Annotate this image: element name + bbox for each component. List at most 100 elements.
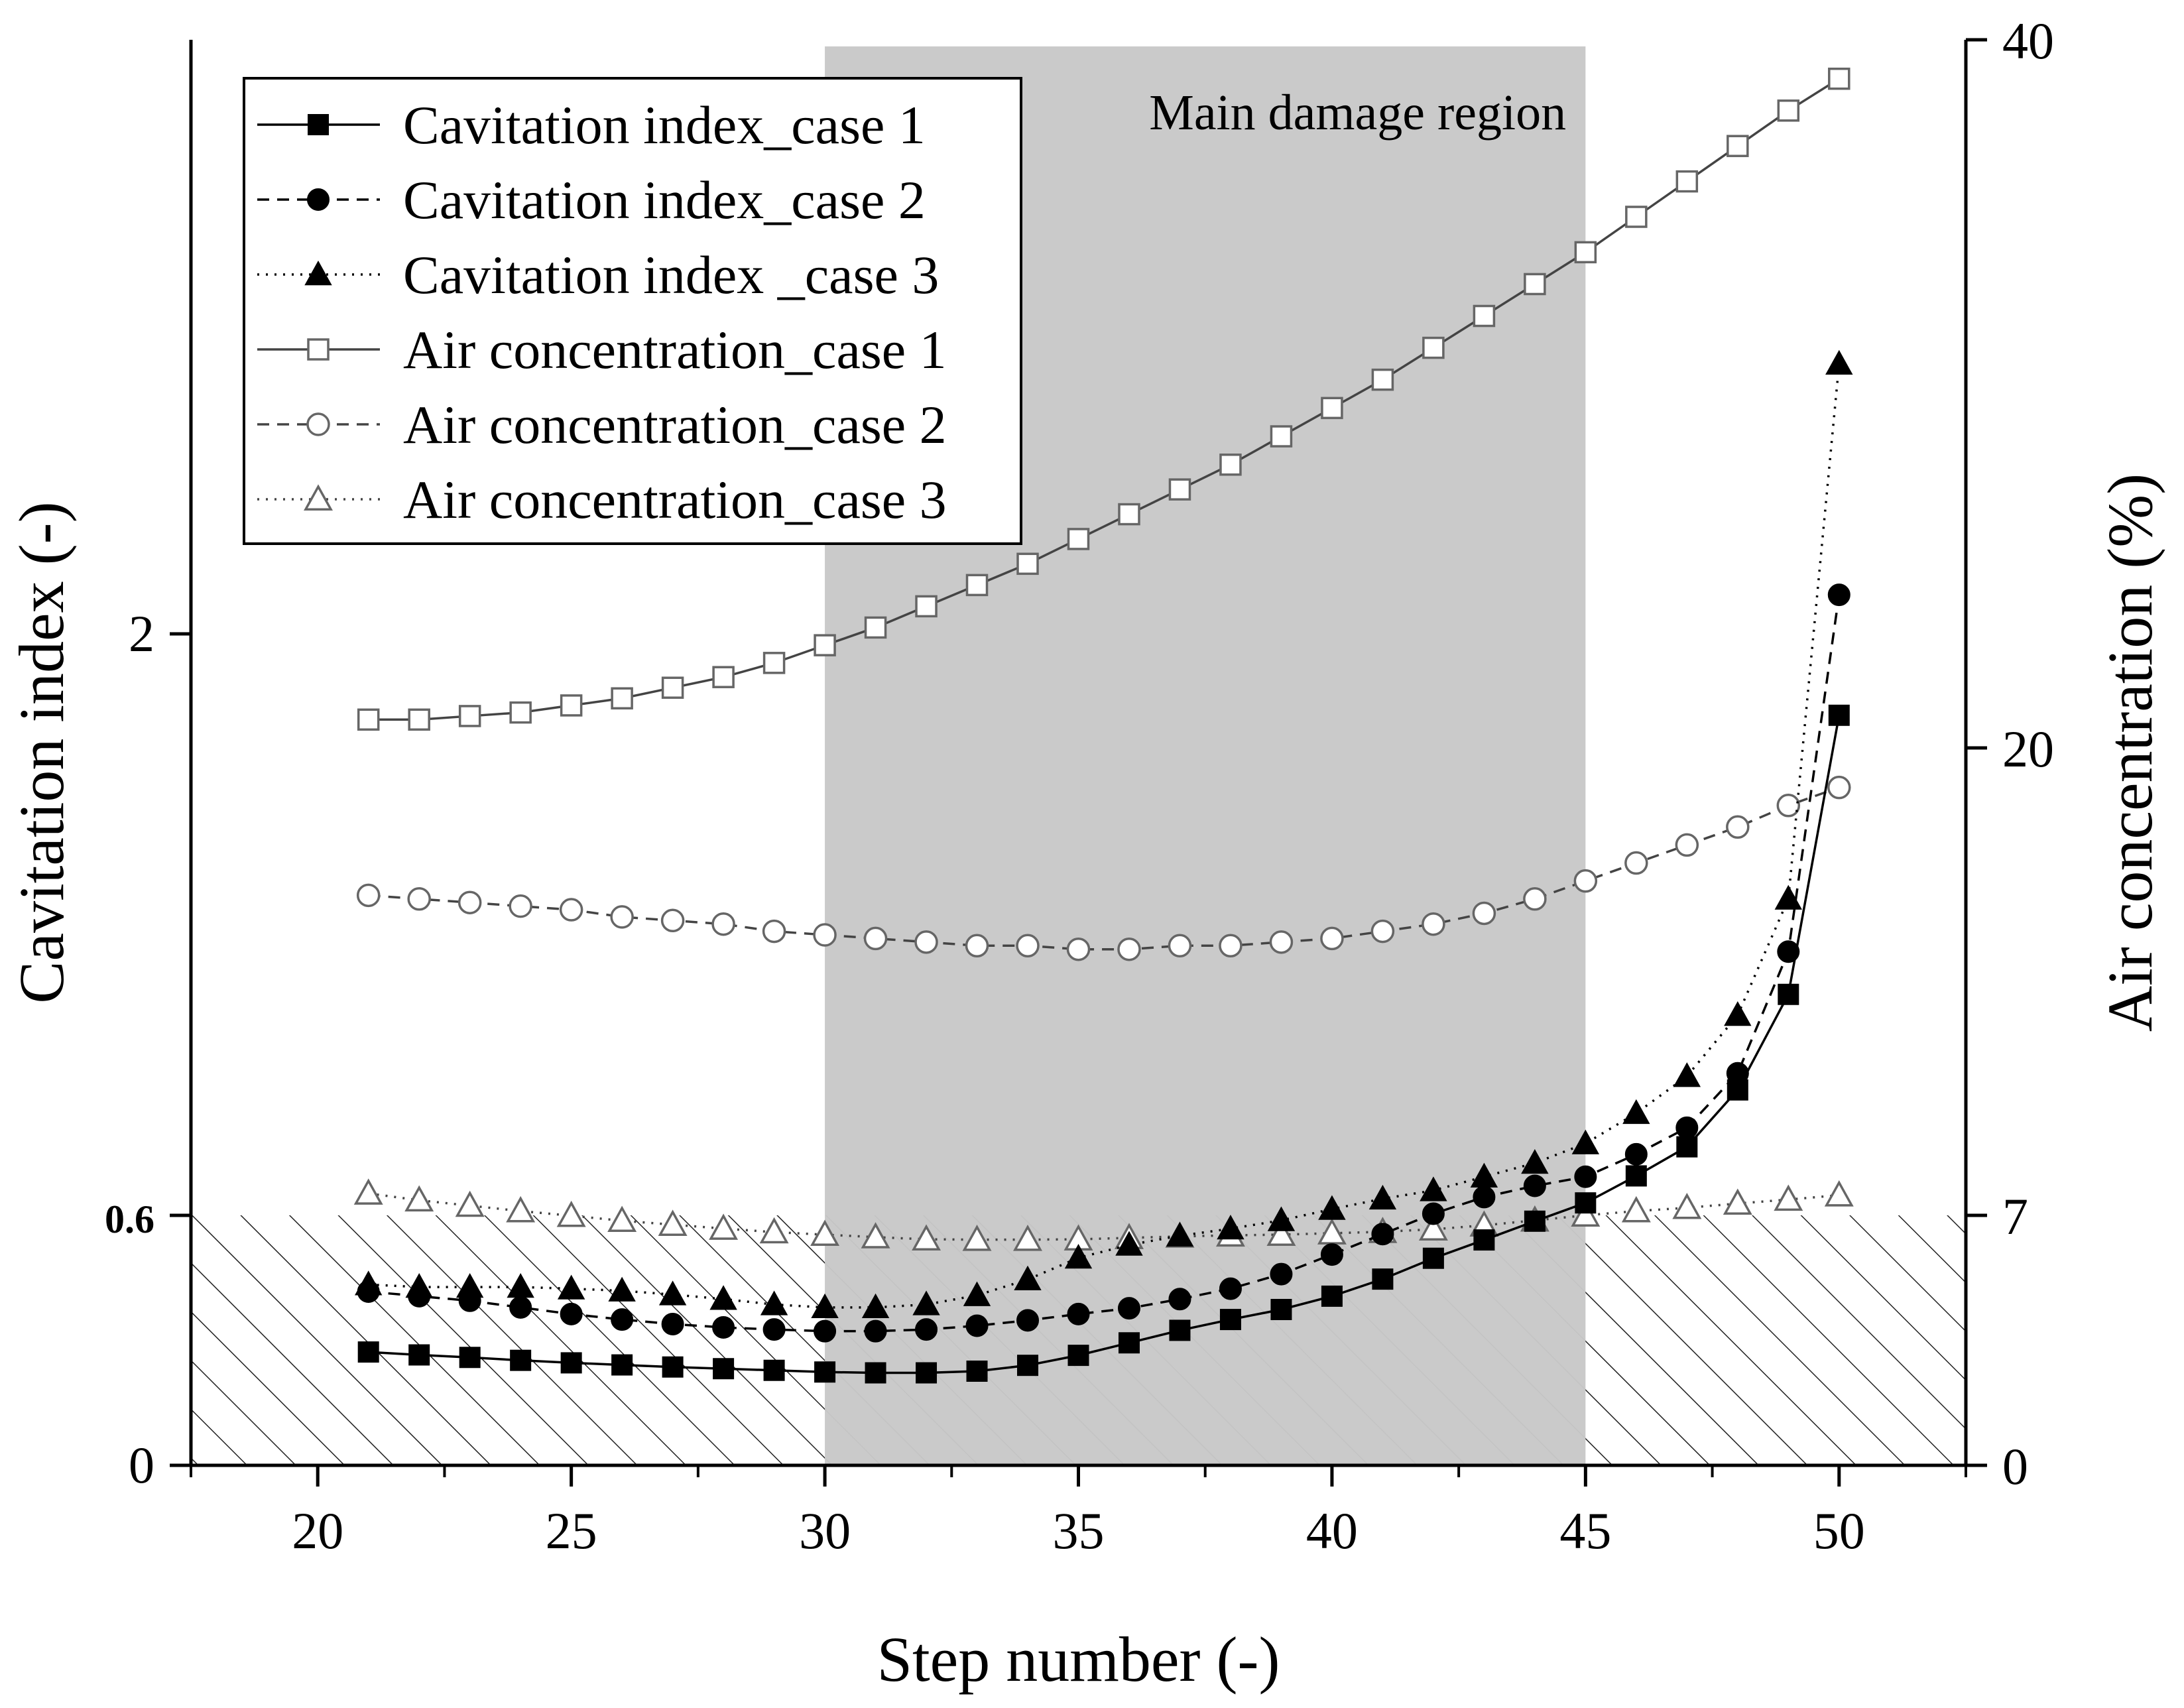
data-point <box>1371 1223 1394 1246</box>
left-y-tick-label: 2 <box>129 605 154 662</box>
data-point <box>509 701 532 724</box>
data-point <box>662 1356 684 1378</box>
data-point <box>1115 1231 1143 1256</box>
data-point <box>509 894 532 918</box>
data-point <box>1420 1176 1447 1201</box>
legend-entry-label: Cavitation index_case 2 <box>403 170 926 230</box>
series-layer <box>353 67 1854 1384</box>
data-point <box>962 1225 992 1251</box>
data-point <box>762 652 786 674</box>
right-y-axis-title: Air concentration (%) <box>2094 473 2165 1032</box>
data-point <box>1621 1195 1651 1223</box>
data-point <box>861 1222 890 1249</box>
data-point <box>611 1354 633 1376</box>
data-point <box>560 694 583 717</box>
data-point <box>965 934 989 958</box>
data-point <box>1321 1285 1343 1307</box>
data-point <box>762 919 786 944</box>
left-y-tick-label: 0.6 <box>105 1197 154 1241</box>
legend: Cavitation index_case 1 Cavitation index_… <box>243 77 1022 545</box>
data-point <box>1723 1188 1752 1215</box>
data-point <box>1219 1277 1242 1300</box>
data-point <box>1168 478 1191 501</box>
data-point <box>1372 1268 1394 1290</box>
data-point <box>1267 1206 1296 1231</box>
data-point <box>1778 983 1799 1005</box>
data-point <box>457 890 482 914</box>
data-point <box>1320 1243 1343 1266</box>
data-point <box>1571 1129 1600 1154</box>
data-point <box>1067 1302 1090 1325</box>
data-point <box>1016 552 1039 576</box>
x-axis-title: Step number (-) <box>877 1624 1280 1695</box>
data-point <box>1118 1332 1140 1354</box>
data-point <box>1117 1297 1140 1320</box>
data-point <box>1013 1225 1042 1251</box>
data-point <box>1827 583 1850 607</box>
data-point <box>712 666 735 688</box>
data-point <box>1368 1184 1397 1210</box>
data-point <box>559 898 583 922</box>
x-tick-label: 50 <box>1813 1502 1865 1559</box>
data-point <box>1774 884 1802 910</box>
data-point <box>611 1308 634 1331</box>
data-point <box>1016 934 1040 958</box>
data-point <box>407 887 431 911</box>
x-tick-label: 25 <box>546 1502 597 1559</box>
data-point <box>864 1319 887 1343</box>
data-point <box>1574 241 1597 264</box>
data-point <box>1321 396 1343 420</box>
data-point <box>1524 273 1546 296</box>
legend-entry-label: Air concentration_case 2 <box>403 395 947 455</box>
data-point <box>1219 934 1243 958</box>
data-point <box>661 1312 684 1335</box>
data-point <box>1777 940 1800 963</box>
legend-box <box>243 77 1022 545</box>
data-point <box>814 1361 836 1383</box>
data-point <box>509 1296 532 1319</box>
data-point <box>1370 919 1395 944</box>
data-point <box>507 1273 534 1298</box>
legend-entry-label: Air concentration_case 3 <box>403 469 947 530</box>
legend-entry-label: Air concentration_case 1 <box>403 320 947 380</box>
data-point <box>810 1219 840 1247</box>
x-tick-label: 35 <box>1053 1502 1105 1559</box>
x-tick-label: 20 <box>292 1502 343 1559</box>
legend-marker <box>304 260 332 286</box>
legend-entry-label: Cavitation index _case 3 <box>403 245 939 305</box>
data-point <box>813 923 837 947</box>
data-point <box>1422 1202 1445 1225</box>
data-point <box>713 1358 735 1380</box>
data-point <box>1422 912 1445 936</box>
data-point <box>1625 1165 1647 1187</box>
data-point <box>1672 1193 1702 1219</box>
data-point <box>1470 1162 1498 1188</box>
data-point <box>1624 1142 1648 1166</box>
data-point <box>1169 1319 1191 1341</box>
data-point <box>1824 1180 1854 1207</box>
legend-marker <box>306 412 330 436</box>
data-point <box>1727 135 1749 157</box>
data-point <box>1473 304 1496 328</box>
data-point <box>1418 1214 1448 1241</box>
data-point <box>1828 67 1850 90</box>
data-point <box>861 1293 890 1319</box>
data-point <box>357 708 380 731</box>
data-point <box>1067 1345 1089 1367</box>
series-cavitation-index-case-3 <box>355 349 1853 1319</box>
data-point <box>458 705 481 727</box>
data-point <box>1422 336 1445 359</box>
right-y-tick-label: 7 <box>2002 1188 2028 1245</box>
legend-marker <box>308 114 329 135</box>
data-point <box>1625 206 1648 228</box>
data-point <box>1724 1001 1752 1026</box>
series-cavitation-index-case-1 <box>357 704 1850 1384</box>
data-point <box>709 1213 739 1240</box>
data-point <box>709 1285 737 1310</box>
data-point <box>660 908 685 933</box>
data-point <box>1066 937 1091 961</box>
data-point <box>506 1195 536 1223</box>
x-tick-label: 40 <box>1306 1502 1358 1559</box>
